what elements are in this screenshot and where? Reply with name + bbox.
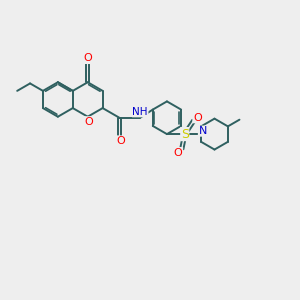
Text: O: O [116, 136, 124, 146]
Text: NH: NH [132, 107, 148, 117]
Text: O: O [174, 148, 183, 158]
Text: S: S [181, 128, 189, 141]
Text: O: O [83, 53, 92, 64]
Text: O: O [193, 113, 202, 123]
Text: O: O [84, 117, 93, 127]
Text: N: N [198, 126, 207, 136]
